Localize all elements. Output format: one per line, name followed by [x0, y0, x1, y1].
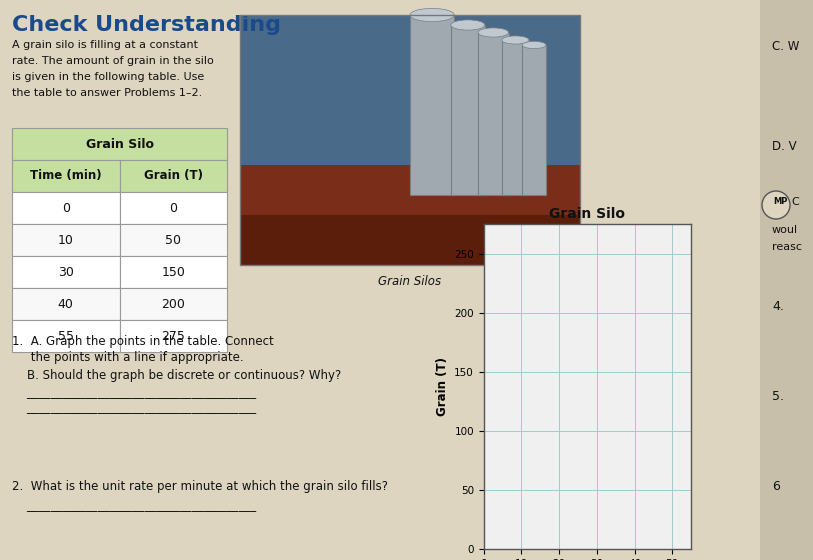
Bar [12, 192, 120, 224]
Text: Time (min): Time (min) [30, 170, 102, 183]
Bar [120, 192, 227, 224]
Bar [120, 288, 227, 320]
Bar [12, 160, 120, 192]
Text: Grain (T): Grain (T) [144, 170, 202, 183]
Bar [450, 25, 485, 195]
Text: D. V: D. V [772, 140, 797, 153]
Bar [12, 224, 120, 256]
Bar [240, 15, 580, 178]
Text: 5.: 5. [772, 390, 784, 403]
Text: _______________________________________: _______________________________________ [12, 400, 256, 413]
Bar [760, 0, 813, 560]
Text: 2.  What is the unit rate per minute at which the grain silo fills?: 2. What is the unit rate per minute at w… [12, 480, 388, 493]
Bar [522, 45, 546, 195]
Text: MP: MP [773, 198, 787, 207]
Y-axis label: Grain (T): Grain (T) [436, 357, 449, 416]
Text: woul: woul [772, 225, 798, 235]
Bar [240, 215, 580, 265]
Ellipse shape [450, 20, 485, 30]
Bar [12, 256, 120, 288]
Text: 275: 275 [161, 329, 185, 343]
Bar [120, 224, 227, 256]
Text: 0: 0 [169, 202, 177, 214]
Text: 10: 10 [58, 234, 74, 246]
Bar [120, 256, 227, 288]
Text: the table to answer Problems 1–2.: the table to answer Problems 1–2. [12, 88, 202, 98]
Bar [240, 15, 580, 265]
Text: is given in the following table. Use: is given in the following table. Use [12, 72, 204, 82]
Ellipse shape [478, 28, 509, 37]
Text: A grain silo is filling at a constant: A grain silo is filling at a constant [12, 40, 198, 50]
Text: reasc: reasc [772, 242, 802, 252]
Bar [410, 15, 454, 195]
Text: C. W: C. W [772, 40, 799, 53]
Text: Check Understanding: Check Understanding [12, 15, 281, 35]
Text: 150: 150 [161, 265, 185, 278]
Text: the points with a line if appropriate.: the points with a line if appropriate. [12, 351, 244, 364]
Bar [120, 320, 227, 352]
Ellipse shape [410, 8, 454, 22]
Text: rate. The amount of grain in the silo: rate. The amount of grain in the silo [12, 56, 214, 66]
Text: C: C [791, 197, 798, 207]
Bar [240, 165, 580, 265]
Text: B. Should the graph be discrete or continuous? Why?: B. Should the graph be discrete or conti… [12, 369, 341, 382]
Bar [12, 288, 120, 320]
Bar [120, 160, 227, 192]
Text: 0: 0 [62, 202, 70, 214]
Title: Grain Silo: Grain Silo [550, 207, 625, 221]
Text: 6: 6 [772, 480, 780, 493]
Bar [12, 320, 120, 352]
Text: 30: 30 [58, 265, 74, 278]
Bar [12, 128, 227, 160]
Text: Grain Silos: Grain Silos [378, 275, 441, 288]
Text: 55: 55 [58, 329, 74, 343]
Text: 4.: 4. [772, 300, 784, 313]
Bar [478, 32, 509, 195]
Ellipse shape [502, 36, 529, 44]
Text: Grain Silo: Grain Silo [85, 138, 154, 151]
Text: _______________________________________: _______________________________________ [12, 498, 256, 511]
Text: 40: 40 [58, 297, 74, 310]
Text: 50: 50 [165, 234, 181, 246]
Bar [502, 40, 529, 195]
Circle shape [762, 191, 790, 219]
Text: 1.  A. Graph the points in the table. Connect: 1. A. Graph the points in the table. Con… [12, 335, 274, 348]
Text: _______________________________________: _______________________________________ [12, 385, 256, 398]
Text: 200: 200 [161, 297, 185, 310]
Ellipse shape [522, 41, 546, 49]
